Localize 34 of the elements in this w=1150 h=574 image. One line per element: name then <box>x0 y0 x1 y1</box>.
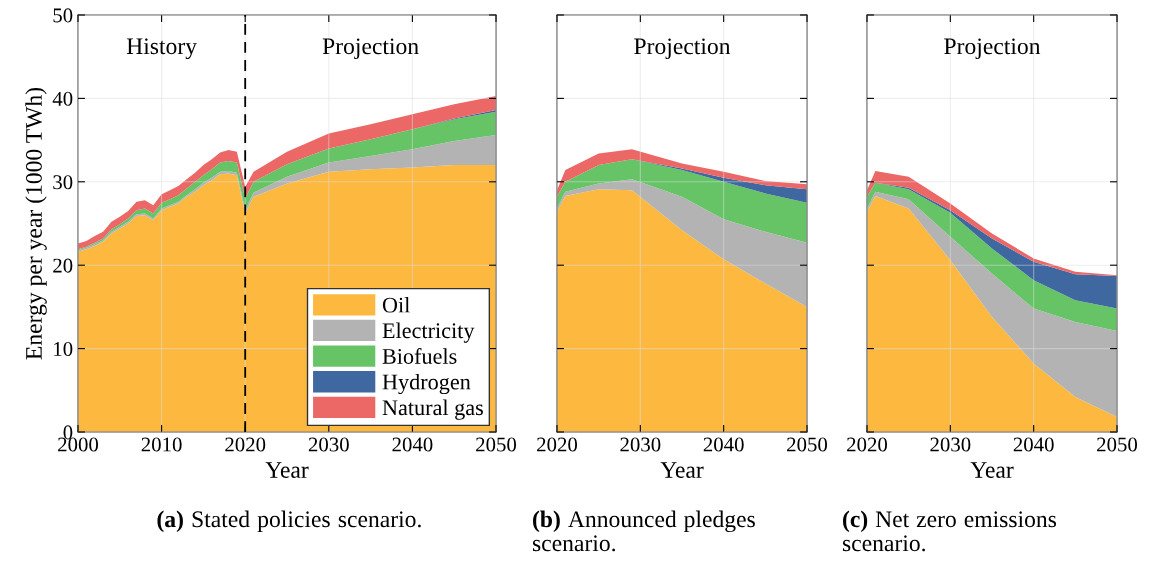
x-tick-label: 2040 <box>392 437 433 452</box>
legend-label: Hydrogen <box>382 373 471 395</box>
legend-label: Biofuels <box>382 348 457 364</box>
legend-label: Oil <box>382 296 410 313</box>
y-axis-title: Energy per year (1000 TWh) <box>25 87 47 360</box>
x-tick-label: 2040 <box>703 437 744 452</box>
y-tick-label: 20 <box>53 258 73 273</box>
text: (a) Stated policies scenario. <box>157 510 421 533</box>
annotation: Projection <box>322 38 419 60</box>
x-tick-label: 2050 <box>787 437 828 452</box>
x-tick-label: 2030 <box>620 437 661 452</box>
x-tick-label: 2050 <box>476 437 517 452</box>
x-tick-label: 2030 <box>930 437 971 452</box>
y-tick-label: 40 <box>52 91 73 106</box>
x-tick-label: 2020 <box>537 437 578 452</box>
y-tick-label: 10 <box>54 341 73 357</box>
x-tick-label: 2020 <box>847 437 888 452</box>
legend-label: Electricity <box>382 322 475 343</box>
x-axis-title: Year <box>265 462 309 478</box>
y-tick-label: 50 <box>53 8 73 23</box>
annotation: History <box>126 38 197 60</box>
annotation: Projection <box>944 38 1041 60</box>
x-axis-title: Year <box>970 462 1014 478</box>
legend-label: Natural gas <box>382 399 483 420</box>
x-tick-label: 2010 <box>141 437 182 452</box>
y-tick-label: 30 <box>53 175 73 190</box>
annotation: Projection <box>634 38 731 60</box>
x-axis-title: Year <box>660 462 704 478</box>
x-tick-label: 2040 <box>1013 437 1054 452</box>
chart-title: (c) Net zero emissions scenario. <box>842 510 1057 552</box>
x-tick-label: 2030 <box>308 437 349 452</box>
x-tick-label: 2020 <box>225 437 266 452</box>
x-tick-label: 2050 <box>1097 437 1138 452</box>
chart-title: (b) Announced pledges scenario. <box>532 510 755 552</box>
